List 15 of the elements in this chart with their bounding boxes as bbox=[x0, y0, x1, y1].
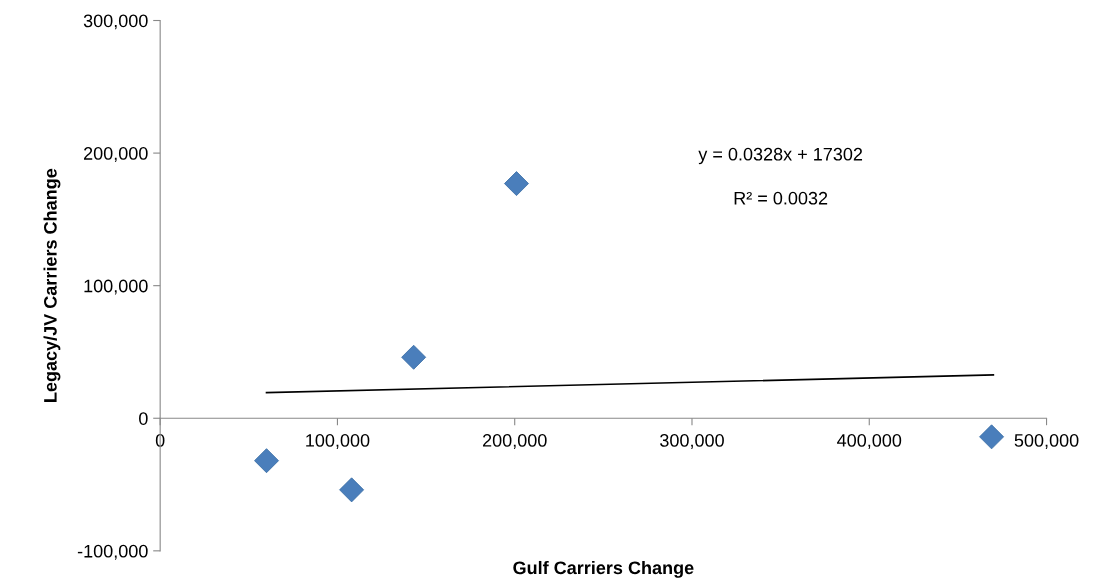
x-tick-label: 300,000 bbox=[660, 434, 724, 449]
y-tick-label: 100,000 bbox=[84, 279, 148, 295]
y-tick-label: -100,000 bbox=[77, 544, 148, 560]
x-tick-label: 0 bbox=[155, 434, 165, 447]
y-tick-label: 0 bbox=[139, 412, 148, 425]
y-tick-label: 200,000 bbox=[84, 147, 148, 162]
x-tick-label: 500,000 bbox=[1014, 434, 1079, 449]
x-tick-label: 100,000 bbox=[306, 434, 370, 449]
x-tick-label: 200,000 bbox=[482, 434, 547, 449]
x-tick-label: 400,000 bbox=[837, 434, 902, 449]
y-axis-title: Legacy/JV Carriers Change bbox=[43, 168, 61, 402]
annotation: y = 0.0328x + 17302 bbox=[698, 147, 863, 165]
annotation: R² = 0.0032 bbox=[734, 191, 828, 205]
y-tick-label: 300,000 bbox=[83, 14, 148, 30]
x-axis-title: Gulf Carriers Change bbox=[513, 560, 694, 578]
